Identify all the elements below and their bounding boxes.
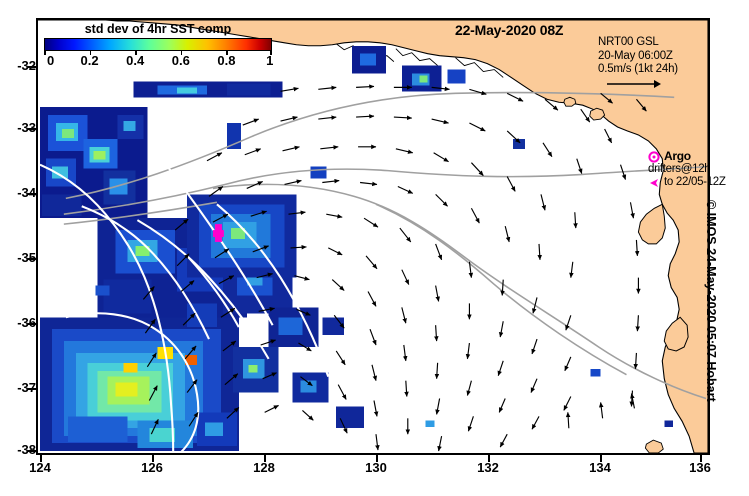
- drifter-arrow-icon: [650, 179, 658, 187]
- vector-scale-arrow-icon: [607, 79, 661, 88]
- y-tick-label-6: -38: [17, 442, 36, 457]
- x-tick-label-4: 132: [477, 460, 499, 475]
- x-tick-label-5: 134: [589, 460, 611, 475]
- copyright-credit: © IMOS 24-May-2020 05:07 Hobart: [704, 200, 718, 402]
- vectors: [142, 84, 647, 452]
- land-polygon: [38, 20, 708, 453]
- x-tick-label-0: 124: [29, 460, 51, 475]
- argo-float-marker-layer: [212, 224, 224, 242]
- colorbar-label-5: 1: [266, 53, 274, 68]
- map-title: 22-May-2020 08Z: [455, 22, 564, 38]
- argo-legend-line2: drifters@12h: [648, 163, 711, 175]
- sst-pixels: [39, 45, 674, 452]
- colorbar-title: std dev of 4hr SST comp: [84, 22, 232, 36]
- island-1: [589, 107, 606, 121]
- x-tick-label-6: 136: [689, 460, 711, 475]
- coastline-detail-south: [663, 316, 689, 352]
- x-tick-label-2: 128: [253, 460, 275, 475]
- vector-legend-line1: NRT00 GSL: [598, 36, 659, 48]
- colorbar-label-2: 0.4: [126, 53, 145, 68]
- grey-tracks: [63, 91, 707, 400]
- sst-stddev-raster: [39, 45, 674, 452]
- coastline-detail-east: [637, 203, 666, 245]
- y-tick-label-5: -37: [17, 380, 36, 395]
- y-tick-label-0: -32: [17, 58, 36, 73]
- island-3: [644, 439, 664, 453]
- colorbar-label-4: 0.8: [217, 53, 236, 68]
- colorbar-gradient: [44, 38, 272, 51]
- map-plot-area: [36, 18, 710, 455]
- argo-float-marker: [212, 224, 224, 242]
- y-tick-label-4: -36: [17, 315, 36, 330]
- drifter-trajectory-layer: [39, 91, 707, 453]
- argo-float-icon: [648, 151, 660, 163]
- x-tick-label-3: 130: [365, 460, 387, 475]
- colorbar-label-1: 0.2: [80, 53, 99, 68]
- argo-legend-line3: to 22/05-12Z: [664, 176, 726, 188]
- velocity-vector-field: [142, 84, 647, 452]
- argo-legend-title: Argo: [664, 149, 691, 163]
- colorbar-label-3: 0.6: [171, 53, 190, 68]
- island-2: [563, 96, 577, 107]
- vector-legend-line3: 0.5m/s (1kt 24h): [598, 63, 678, 75]
- vector-legend-line2: 20-May 06:00Z: [598, 49, 673, 62]
- vector-scale-legend: NRT00 GSL 20-May 06:00Z 0.5m/s (1kt 24h): [598, 36, 678, 94]
- y-tick-label-3: -35: [17, 250, 36, 265]
- y-tick-label-2: -34: [17, 185, 36, 200]
- colorbar-ticks: 0 0.2 0.4 0.6 0.8 1: [44, 51, 273, 68]
- colorbar: std dev of 4hr SST comp 0 0.2 0.4 0.6 0.…: [44, 22, 273, 68]
- x-tick-label-1: 126: [141, 460, 163, 475]
- land-layer: [38, 20, 708, 453]
- y-tick-label-1: -33: [17, 120, 36, 135]
- argo-legend: Argo drifters@12h to 22/05-12Z: [648, 150, 726, 189]
- colorbar-label-0: 0: [47, 53, 55, 68]
